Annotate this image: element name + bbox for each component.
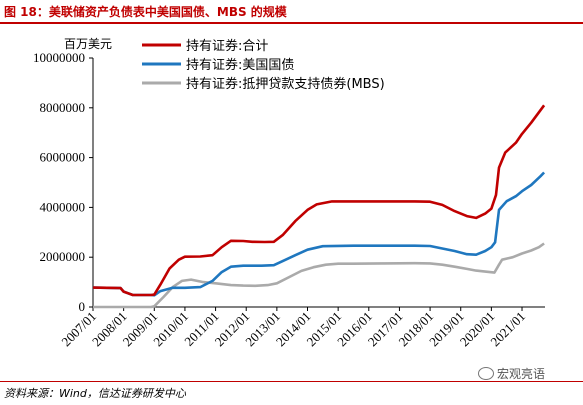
title-rule	[0, 22, 583, 24]
wechat-icon	[478, 367, 494, 380]
footer-rule	[0, 381, 583, 382]
figure-title: 图 18：美联储资产负债表中美国国债、MBS 的规模	[4, 5, 287, 19]
y-tick-label: 8000000	[40, 100, 86, 115]
series-line-1	[92, 171, 546, 297]
y-axis: 0 2000000 4000000 6000000 8000000 10000000	[33, 50, 94, 314]
watermark-text: 宏观亮语	[497, 367, 546, 381]
x-tick-label: 2021/01	[487, 309, 528, 350]
series-line-2	[93, 242, 545, 309]
line-chart: 百万美元 0 2000000 4000000 6000000 8000000 100000…	[33, 37, 546, 350]
x-axis: 2007/012008/012009/012010/012011/012012/…	[58, 306, 545, 350]
legend-label: 持有证券:抵押贷款支持债券(MBS)	[186, 76, 385, 92]
y-tick-label: 2000000	[40, 249, 86, 264]
y-tick-label: 10000000	[33, 50, 85, 65]
y-axis-unit-label: 百万美元	[64, 37, 112, 51]
watermark: 宏观亮语	[478, 365, 545, 382]
series-layer	[92, 104, 546, 309]
legend-label: 持有证券:美国国债	[186, 57, 294, 73]
y-tick-label: 6000000	[40, 150, 86, 165]
y-tick-label: 4000000	[40, 199, 86, 214]
series-line-0	[92, 104, 546, 297]
source-note: 资料来源：Wind，信达证券研发中心	[4, 387, 186, 400]
y-tick-label: 0	[79, 299, 86, 314]
legend-label: 持有证券:合计	[186, 38, 268, 54]
